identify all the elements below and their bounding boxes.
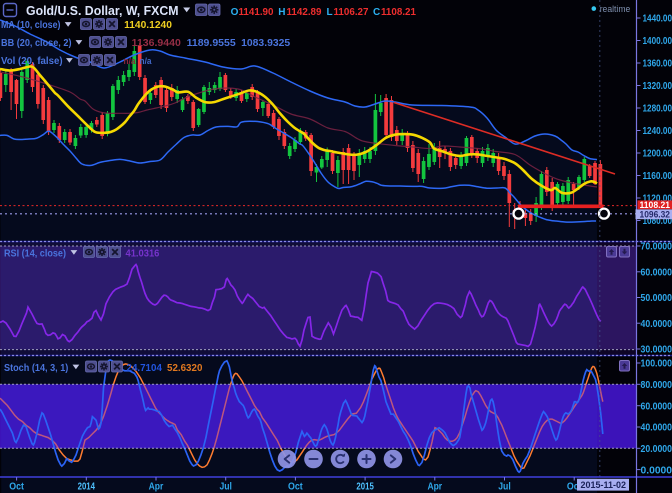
svg-text:1360.00: 1360.00: [643, 59, 672, 70]
svg-text:1108.21: 1108.21: [640, 200, 671, 211]
svg-text:2015-11-02: 2015-11-02: [581, 480, 627, 491]
svg-text:60.0000: 60.0000: [641, 401, 672, 412]
svg-text:52.6320: 52.6320: [167, 363, 203, 374]
svg-text:Oct: Oct: [9, 481, 24, 492]
svg-text:1096.32: 1096.32: [640, 209, 671, 220]
svg-text:50.0000: 50.0000: [641, 293, 672, 304]
svg-text:1160.00: 1160.00: [643, 171, 672, 182]
svg-text:1142.89: 1142.89: [287, 7, 322, 18]
svg-text:H: H: [278, 7, 285, 18]
svg-text:0.0000: 0.0000: [641, 465, 672, 476]
svg-text:O: O: [231, 7, 239, 18]
svg-text:Apr: Apr: [149, 481, 164, 492]
svg-text:RSI (14, close): RSI (14, close): [4, 249, 66, 260]
svg-text:2014: 2014: [78, 481, 96, 492]
svg-text:1320.00: 1320.00: [643, 81, 672, 92]
svg-text:BB (20, close, 2): BB (20, close, 2): [1, 38, 72, 49]
svg-text:40.0000: 40.0000: [641, 319, 672, 330]
svg-text:1280.00: 1280.00: [643, 104, 672, 115]
svg-text:Vol (20, false): Vol (20, false): [1, 56, 63, 67]
svg-text:1400.00: 1400.00: [643, 36, 672, 47]
svg-text:1136.9440: 1136.9440: [132, 38, 182, 49]
svg-text:Oct: Oct: [288, 481, 303, 492]
svg-text:L: L: [327, 7, 333, 18]
svg-text:2015: 2015: [356, 481, 374, 492]
svg-text:1240.00: 1240.00: [643, 126, 672, 137]
svg-text:1141.90: 1141.90: [239, 7, 274, 18]
svg-text:1108.21: 1108.21: [381, 7, 416, 18]
svg-text:n/a: n/a: [124, 56, 137, 67]
svg-text:40.0000: 40.0000: [641, 423, 672, 434]
svg-text:1189.9555: 1189.9555: [187, 38, 237, 49]
svg-text:Oct: Oct: [567, 481, 582, 492]
svg-text:Jul: Jul: [219, 481, 232, 492]
svg-text:24.7104: 24.7104: [127, 363, 163, 374]
svg-text:Jul: Jul: [498, 481, 511, 492]
svg-text:70.0000: 70.0000: [641, 242, 672, 253]
svg-text:C: C: [373, 7, 380, 18]
svg-text:1106.27: 1106.27: [334, 7, 369, 18]
svg-text:Apr: Apr: [427, 481, 442, 492]
svg-text:1083.9325: 1083.9325: [241, 38, 291, 49]
svg-text:1440.00: 1440.00: [643, 14, 672, 25]
svg-text:Gold/U.S. Dollar, W, FXCM: Gold/U.S. Dollar, W, FXCM: [26, 3, 179, 18]
svg-text:MA (10, close): MA (10, close): [1, 20, 61, 31]
svg-text:n/a: n/a: [140, 56, 153, 67]
svg-text:1140.1240: 1140.1240: [124, 20, 172, 31]
svg-text:1200.00: 1200.00: [643, 149, 672, 160]
svg-text:Stoch (14, 3, 1): Stoch (14, 3, 1): [4, 363, 68, 374]
svg-text:20.0000: 20.0000: [641, 444, 672, 455]
svg-text:60.0000: 60.0000: [641, 267, 672, 278]
svg-text:1120.00: 1120.00: [643, 194, 672, 205]
svg-text:realtime: realtime: [600, 4, 631, 14]
svg-text:80.0000: 80.0000: [641, 380, 672, 391]
svg-text:41.0316: 41.0316: [126, 249, 160, 260]
svg-text:1080.00: 1080.00: [643, 216, 672, 227]
svg-text:30.0000: 30.0000: [641, 345, 672, 356]
svg-text:100.000: 100.000: [641, 359, 672, 370]
